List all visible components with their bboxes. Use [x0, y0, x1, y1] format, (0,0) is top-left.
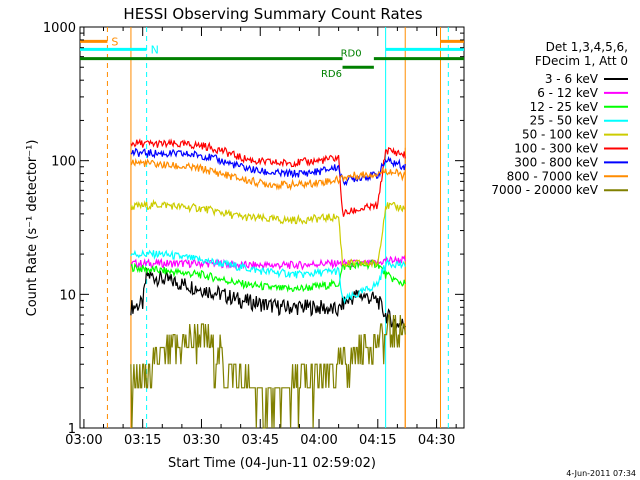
x-tick-label: 03:45: [242, 433, 279, 448]
y-axis: 1 10 100 1000: [43, 21, 464, 437]
saa-label: S: [111, 35, 118, 48]
series-line-100-300-kev: [130, 138, 406, 217]
legend-label: 7000 - 20000 keV: [491, 183, 598, 197]
x-tick-label: 04:30: [418, 433, 455, 448]
rd6-label: RD6: [321, 69, 342, 80]
series-line-25-50-kev: [130, 249, 406, 305]
x-tick-label: 03:30: [183, 433, 220, 448]
legend-header-line-2: FDecim 1, Att 0: [535, 54, 628, 68]
legend-label: 6 - 12 keV: [537, 86, 599, 100]
legend-label: 100 - 300 keV: [514, 142, 598, 156]
legend-label: 50 - 100 keV: [522, 128, 599, 142]
rd0-label: RD0: [341, 49, 362, 60]
y-tick-label: 1: [68, 422, 76, 437]
legend-label: 800 - 7000 keV: [507, 169, 599, 183]
series-line-3-6-kev: [130, 267, 406, 330]
series-line-50-100-kev: [130, 198, 406, 269]
series-group: [130, 138, 406, 429]
legend: Det 1,3,4,5,6, FDecim 1, Att 0 3 - 6 keV…: [491, 40, 628, 197]
series-line-7000-20000-kev: [130, 314, 406, 429]
x-axis: 03:00 03:15 03:30 03:45 04:00 04:15 04:30: [65, 27, 457, 448]
night-label: N: [151, 43, 159, 56]
x-tick-label: 03:00: [65, 433, 102, 448]
x-tick-label: 04:15: [359, 433, 396, 448]
y-axis-label: Count Rate (s⁻¹ detector⁻¹): [25, 140, 40, 317]
y-tick-label: 100: [51, 155, 76, 170]
legend-label: 3 - 6 keV: [545, 72, 599, 86]
x-tick-label: 03:15: [124, 433, 161, 448]
y-tick-label: 10: [59, 288, 76, 303]
x-tick-label: 04:00: [300, 433, 337, 448]
plot-timestamp: 4-Jun-2011 07:34: [566, 469, 636, 478]
legend-label: 300 - 800 keV: [514, 155, 598, 169]
legend-label: 25 - 50 keV: [530, 114, 599, 128]
chart-title: HESSI Observing Summary Count Rates: [123, 5, 422, 23]
legend-label: 12 - 25 keV: [530, 100, 599, 114]
series-line-800-7000-kev: [130, 157, 406, 191]
y-tick-label: 1000: [43, 21, 76, 36]
legend-header-line-1: Det 1,3,4,5,6,: [546, 40, 628, 54]
plot-frame: [79, 26, 465, 429]
state-bars: S N RD0 RD6: [80, 27, 464, 428]
x-axis-label: Start Time (04-Jun-11 02:59:02): [168, 456, 376, 471]
